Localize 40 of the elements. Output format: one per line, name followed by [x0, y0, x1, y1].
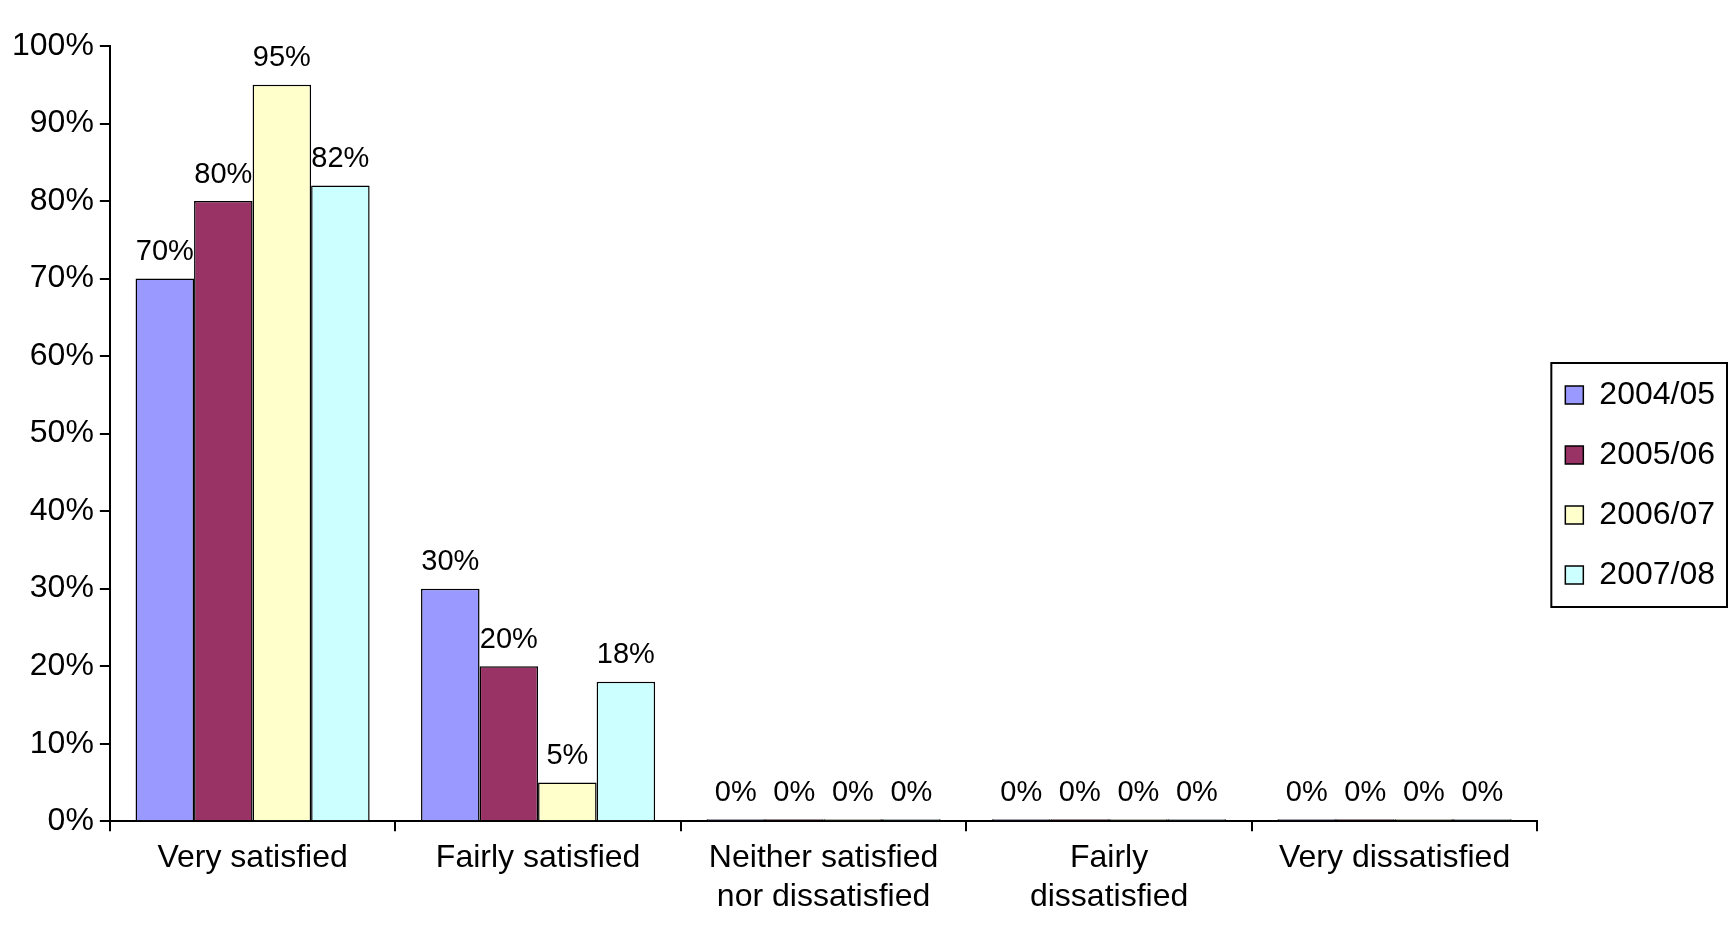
data-label: 0% [714, 774, 757, 807]
data-label: 0% [1000, 774, 1043, 807]
y-tick-label: 0% [47, 801, 94, 838]
y-tick-label: 70% [29, 258, 94, 295]
data-label: 0% [1058, 774, 1101, 807]
y-tick-label: 60% [29, 335, 94, 372]
data-label: 30% [421, 544, 480, 577]
y-tick-label: 90% [29, 103, 94, 140]
x-tick-label: Very satisfied [157, 838, 348, 875]
data-label: 0% [1461, 774, 1504, 807]
data-label: 0% [1285, 774, 1328, 807]
data-label: 82% [311, 141, 370, 174]
data-label: 0% [890, 774, 933, 807]
data-label: 0% [1117, 774, 1160, 807]
data-label: 5% [546, 737, 589, 770]
data-label: 95% [252, 40, 311, 73]
y-tick-label: 20% [29, 645, 94, 682]
y-tick-label: 100% [12, 25, 94, 62]
x-tick-label: Neither satisfied nor dissatisfied [708, 838, 939, 913]
y-tick-label: 80% [29, 180, 94, 217]
data-label: 0% [831, 774, 874, 807]
x-tick-label: Very dissatisfied [1278, 838, 1511, 875]
legend-label: 2005/06 [1599, 434, 1715, 471]
legend-label: 2004/05 [1599, 374, 1715, 411]
data-label: 20% [479, 621, 538, 654]
data-label: 70% [135, 234, 194, 267]
legend-label: 2007/08 [1599, 554, 1715, 591]
data-label: 0% [1175, 774, 1218, 807]
data-label: 80% [194, 156, 253, 189]
legend-label: 2006/07 [1599, 494, 1715, 531]
y-tick-label: 30% [29, 568, 94, 605]
x-tick-label: Fairly satisfied [435, 838, 641, 875]
y-tick-label: 10% [29, 723, 94, 760]
data-label: 0% [1344, 774, 1387, 807]
x-tick-label: Fairly dissatisfied [1029, 838, 1189, 913]
data-label: 18% [596, 637, 655, 670]
data-label: 0% [1402, 774, 1445, 807]
y-tick-label: 50% [29, 413, 94, 450]
data-label: 0% [773, 774, 816, 807]
y-tick-label: 40% [29, 490, 94, 527]
